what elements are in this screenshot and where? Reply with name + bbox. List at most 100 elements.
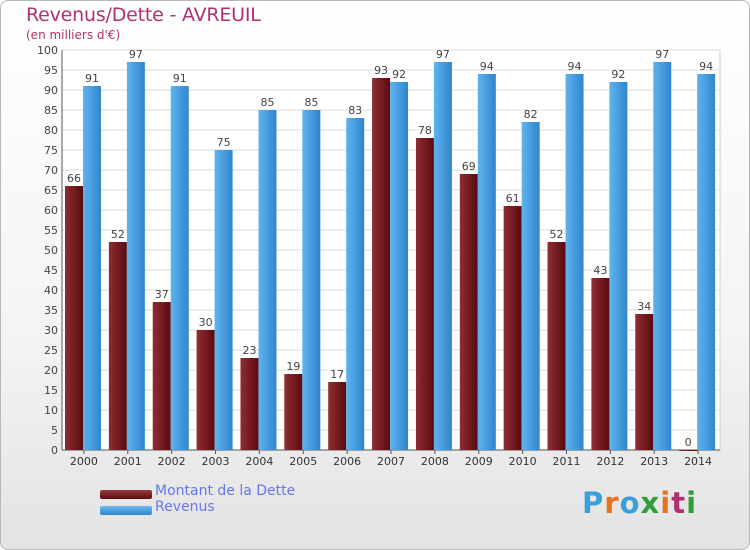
data-label-dette: 52: [550, 228, 564, 241]
x-tick-label: 2011: [552, 455, 580, 468]
data-label-revenus: 97: [436, 48, 450, 61]
data-label-revenus: 97: [655, 48, 669, 61]
bar-dette: [328, 382, 347, 450]
data-label-dette: 34: [637, 300, 651, 313]
data-label-revenus: 85: [304, 96, 318, 109]
data-label-revenus: 83: [348, 104, 362, 117]
x-tick-label: 2001: [114, 455, 142, 468]
y-tick-label: 5: [51, 424, 58, 437]
bar-revenus: [302, 110, 321, 450]
y-tick-label: 25: [44, 344, 58, 357]
data-label-revenus: 94: [568, 60, 582, 73]
x-tick-label: 2010: [509, 455, 537, 468]
data-label-dette: 69: [462, 160, 476, 173]
data-label-revenus: 94: [480, 60, 494, 73]
bar-revenus: [258, 110, 277, 450]
y-tick-label: 70: [44, 164, 58, 177]
x-tick-label: 2008: [421, 455, 449, 468]
data-label-dette: 23: [242, 344, 256, 357]
data-label-revenus: 97: [129, 48, 143, 61]
y-tick-label: 85: [44, 104, 58, 117]
bar-dette: [635, 314, 654, 450]
bar-dette: [591, 278, 610, 450]
page-subtitle: (en milliers d'€): [26, 28, 121, 42]
data-label-dette: 61: [506, 192, 520, 205]
bar-dette: [284, 374, 303, 450]
data-label-dette: 52: [111, 228, 125, 241]
data-label-dette: 66: [67, 172, 81, 185]
x-tick-label: 2014: [684, 455, 712, 468]
bar-dette: [152, 302, 171, 450]
y-tick-label: 35: [44, 304, 58, 317]
data-label-dette: 93: [374, 64, 388, 77]
y-tick-label: 0: [51, 444, 58, 457]
bar-dette: [679, 450, 698, 451]
bar-dette: [415, 138, 434, 450]
bar-dette: [65, 186, 83, 450]
bar-dette: [196, 330, 215, 450]
y-tick-label: 80: [44, 124, 58, 137]
bar-dette: [503, 206, 522, 450]
bar-revenus: [565, 74, 584, 450]
legend-swatch-dette: [100, 490, 152, 499]
y-tick-label: 65: [44, 184, 58, 197]
y-tick-label: 100: [37, 44, 58, 57]
bar-revenus: [390, 82, 409, 450]
x-tick-label: 2003: [202, 455, 230, 468]
x-tick-label: 2009: [465, 455, 493, 468]
y-tick-label: 30: [44, 324, 58, 337]
data-label-dette: 30: [199, 316, 213, 329]
y-tick-label: 75: [44, 144, 58, 157]
y-tick-label: 40: [44, 284, 58, 297]
bar-revenus: [521, 122, 540, 450]
legend-swatch-revenus: [100, 506, 152, 515]
data-label-dette: 43: [593, 264, 607, 277]
x-tick-label: 2004: [245, 455, 273, 468]
legend-label-revenus: Revenus: [155, 499, 215, 515]
x-tick-label: 2002: [158, 455, 186, 468]
data-label-dette: 78: [418, 124, 432, 137]
y-tick-label: 45: [44, 264, 58, 277]
data-label-dette: 19: [286, 360, 300, 373]
legend-label-dette: Montant de la Dette: [155, 483, 296, 499]
y-tick-label: 90: [44, 84, 58, 97]
data-label-dette: 37: [155, 288, 169, 301]
data-label-revenus: 92: [392, 68, 406, 81]
bar-dette: [240, 358, 259, 450]
data-label-dette: 17: [330, 368, 344, 381]
x-tick-label: 2012: [596, 455, 624, 468]
bar-revenus: [697, 74, 716, 450]
x-tick-label: 2007: [377, 455, 405, 468]
data-label-revenus: 91: [85, 72, 99, 85]
data-label-revenus: 75: [217, 136, 231, 149]
bar-dette: [108, 242, 127, 450]
bar-revenus: [346, 118, 365, 450]
data-label-revenus: 92: [611, 68, 625, 81]
x-tick-label: 2006: [333, 455, 361, 468]
page-title: Revenus/Dette - AVREUIL: [26, 4, 261, 26]
bar-revenus: [433, 62, 452, 450]
bar-dette: [547, 242, 566, 450]
bar-revenus: [83, 86, 101, 450]
bar-revenus: [214, 150, 233, 450]
x-tick-label: 2013: [640, 455, 668, 468]
bar-revenus: [653, 62, 672, 450]
x-tick-label: 2005: [289, 455, 317, 468]
bar-revenus: [126, 62, 145, 450]
y-tick-label: 95: [44, 64, 58, 77]
data-label-revenus: 91: [173, 72, 187, 85]
y-tick-label: 20: [44, 364, 58, 377]
y-tick-label: 60: [44, 204, 58, 217]
x-tick-label: 2000: [70, 455, 98, 468]
data-label-revenus: 85: [260, 96, 274, 109]
y-tick-label: 50: [44, 244, 58, 257]
data-label-revenus: 94: [699, 60, 713, 73]
data-label-revenus: 82: [524, 108, 538, 121]
y-tick-label: 55: [44, 224, 58, 237]
bar-dette: [459, 174, 478, 450]
bar-revenus: [609, 82, 628, 450]
data-label-dette: 0: [685, 436, 692, 449]
y-tick-label: 15: [44, 384, 58, 397]
y-tick-label: 10: [44, 404, 58, 417]
